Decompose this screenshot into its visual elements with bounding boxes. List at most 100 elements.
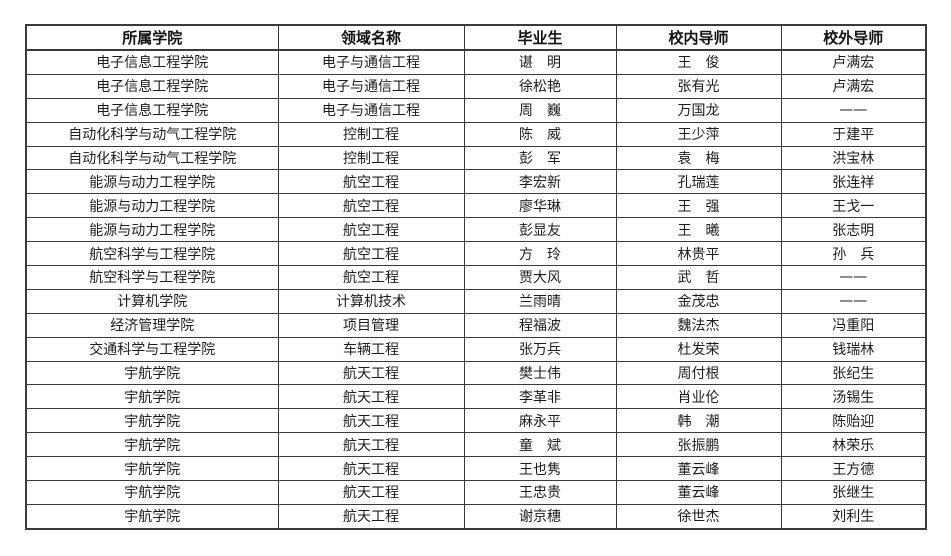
- table-cell: 谢京穗: [463, 503, 617, 530]
- table-cell: 魏法杰: [615, 312, 782, 338]
- table-cell: 王 强: [615, 193, 782, 219]
- table-cell: 自动化科学与动气工程学院: [25, 121, 279, 147]
- table-cell: 徐松艳: [463, 73, 617, 99]
- graduates-table: 所属学院 领域名称 毕业生 校内导师 校外导师 电子信息工程学院 电子与通信工程谌 明王 …: [25, 24, 927, 530]
- table-row: 宇航学院 航天工程 王忠贵 董云峰 张继生: [25, 480, 927, 505]
- column-header: 校内导师: [615, 24, 782, 51]
- table-head: 所属学院 领域名称 毕业生 校内导师 校外导师: [25, 24, 927, 51]
- table-cell: 张有光: [615, 73, 782, 99]
- table-cell: 童 斌: [463, 432, 617, 458]
- table-cell: 航天工程: [277, 503, 465, 530]
- table-row: 宇航学院 航天工程 李革非 肖业伦 汤锡生: [25, 384, 927, 410]
- column-header: 毕业生: [463, 24, 617, 51]
- table-cell: 陈 威: [463, 121, 617, 147]
- table-cell: 张继生: [780, 480, 927, 505]
- table-cell: 王忠贵: [463, 480, 617, 505]
- table-cell: 周 巍: [463, 97, 617, 123]
- table-cell: 航天工程: [277, 384, 465, 410]
- column-header: 校外导师: [780, 24, 927, 51]
- table-row: 电子信息工程学院 电子与通信工程 徐松艳 张有光 卢满宏: [25, 73, 927, 99]
- table-cell: 程福波: [463, 312, 617, 338]
- table-cell: 洪宝林: [780, 145, 927, 171]
- table-cell: 能源与动力工程学院: [25, 193, 279, 219]
- table-cell: 宇航学院: [25, 360, 279, 386]
- table-cell: 周付根: [615, 360, 782, 386]
- table-cell: 麻永平: [463, 408, 617, 434]
- table-cell: 兰雨晴: [463, 288, 617, 314]
- table-cell: 计算机技术: [277, 288, 465, 314]
- table-cell: 董云峰: [615, 456, 782, 482]
- table-cell: 杜发荣: [615, 336, 782, 362]
- table-cell: 电子信息工程学院: [25, 49, 279, 75]
- table-cell: 计算机学院: [25, 288, 279, 314]
- table-cell: 项目管理: [277, 312, 465, 338]
- table-cell: 袁 梅: [615, 145, 782, 171]
- table-cell: 肖业伦: [615, 384, 782, 410]
- table-cell: 陈贻迎: [780, 408, 927, 434]
- table-row: 能源与动力工程学院 航空工程 彭显友王 曦张志明: [25, 217, 927, 243]
- table-cell: 金茂忠: [615, 288, 782, 314]
- table-cell: 万国龙: [615, 97, 782, 123]
- table-cell: 王也隽: [463, 456, 617, 482]
- table-cell: 谌 明: [463, 49, 617, 75]
- table-cell: 航天工程: [277, 456, 465, 482]
- table-cell: 樊士伟: [463, 360, 617, 386]
- table-cell: 航天工程: [277, 408, 465, 434]
- table-row: 能源与动力工程学院 航空工程 廖华琳王 强王戈一: [25, 193, 927, 219]
- table-row: 电子信息工程学院 电子与通信工程谌 明王 俊卢满宏: [25, 49, 927, 75]
- table-cell: 武 哲: [615, 265, 782, 290]
- table-cell: 宇航学院: [25, 432, 279, 458]
- table-cell: ——: [780, 265, 927, 290]
- table-cell: 航空科学与工程学院: [25, 241, 279, 267]
- table-row: 宇航学院 航天工程童 斌张振鹏 林荣乐: [25, 432, 927, 458]
- table-cell: 电子与通信工程: [277, 49, 465, 75]
- table-cell: 张万兵: [463, 336, 617, 362]
- table-cell: 航空工程: [277, 193, 465, 219]
- table-body: 电子信息工程学院 电子与通信工程谌 明王 俊卢满宏 电子信息工程学院 电子与通信工程徐…: [25, 49, 927, 530]
- table-cell: 董云峰: [615, 480, 782, 505]
- table-cell: 孔瑞莲: [615, 169, 782, 195]
- table-cell: 王方德: [780, 456, 927, 482]
- table-cell: ——: [780, 288, 927, 314]
- table-cell: 自动化科学与动气工程学院: [25, 145, 279, 171]
- table-row: 电子信息工程学院 电子与通信工程周 巍万国龙 ——: [25, 97, 927, 123]
- table-cell: 电子信息工程学院: [25, 73, 279, 99]
- table-row: 自动化科学与动气工程学院 控制工程陈 威王少萍 于建平: [25, 121, 927, 147]
- table-cell: 宇航学院: [25, 480, 279, 505]
- table-cell: 李宏新: [463, 169, 617, 195]
- table-cell: 电子与通信工程: [277, 73, 465, 99]
- table-cell: 宇航学院: [25, 384, 279, 410]
- table-cell: 王戈一: [780, 193, 927, 219]
- table-cell: 廖华琳: [463, 193, 617, 219]
- table-row: 交通科学与工程学院 车辆工程 张万兵 杜发荣 钱瑞林: [25, 336, 927, 362]
- table-cell: 航空工程: [277, 217, 465, 243]
- table-cell: 宇航学院: [25, 503, 279, 530]
- table-cell: 张连祥: [780, 169, 927, 195]
- table-cell: 卢满宏: [780, 73, 927, 99]
- table-cell: 张振鹏: [615, 432, 782, 458]
- table-cell: 航空工程: [277, 241, 465, 267]
- table-row: 自动化科学与动气工程学院 控制工程彭 军袁 梅洪宝林: [25, 145, 927, 171]
- table-cell: 张纪生: [780, 360, 927, 386]
- table-row: 航空科学与工程学院 航空工程方 玲林贵平孙 兵: [25, 241, 927, 267]
- table-cell: ——: [780, 97, 927, 123]
- table-cell: 能源与动力工程学院: [25, 169, 279, 195]
- table-cell: 徐世杰: [615, 503, 782, 530]
- table-cell: 林贵平: [615, 241, 782, 267]
- table-cell: 经济管理学院: [25, 312, 279, 338]
- table-cell: 冯重阳: [780, 312, 927, 338]
- table-row: 能源与动力工程学院 航空工程 李宏新 孔瑞莲 张连祥: [25, 169, 927, 195]
- table-cell: 车辆工程: [277, 336, 465, 362]
- table-cell: 交通科学与工程学院: [25, 336, 279, 362]
- table-cell: 李革非: [463, 384, 617, 410]
- table-cell: 航空科学与工程学院: [25, 265, 279, 290]
- table-cell: 林荣乐: [780, 432, 927, 458]
- table-cell: 电子与通信工程: [277, 97, 465, 123]
- table-row: 宇航学院 航天工程 王也隽 董云峰 王方德: [25, 456, 927, 482]
- table-cell: 控制工程: [277, 145, 465, 171]
- table-cell: 航空工程: [277, 265, 465, 290]
- table-cell: 电子信息工程学院: [25, 97, 279, 123]
- table-cell: 航天工程: [277, 432, 465, 458]
- table-cell: 航天工程: [277, 480, 465, 505]
